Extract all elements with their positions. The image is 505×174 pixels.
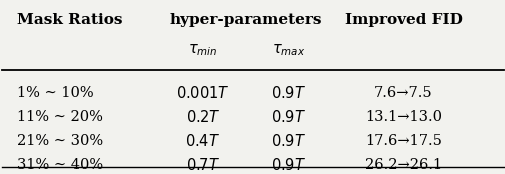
Text: $0.7T$: $0.7T$ (185, 157, 219, 173)
Text: $0.9T$: $0.9T$ (270, 157, 305, 173)
Text: 31% ∼ 40%: 31% ∼ 40% (17, 158, 103, 172)
Text: $0.2T$: $0.2T$ (185, 109, 220, 125)
Text: $\tau_{max}$: $\tau_{max}$ (271, 43, 304, 58)
Text: 11% ∼ 20%: 11% ∼ 20% (17, 110, 103, 124)
Text: $0.001T$: $0.001T$ (176, 85, 229, 101)
Text: 13.1→13.0: 13.1→13.0 (364, 110, 441, 124)
Text: 1% ∼ 10%: 1% ∼ 10% (17, 86, 93, 100)
Text: Mask Ratios: Mask Ratios (17, 13, 122, 27)
Text: hyper-parameters: hyper-parameters (169, 13, 321, 27)
Text: 21% ∼ 30%: 21% ∼ 30% (17, 134, 103, 148)
Text: $0.4T$: $0.4T$ (185, 133, 220, 149)
Text: 26.2→26.1: 26.2→26.1 (364, 158, 441, 172)
Text: 7.6→7.5: 7.6→7.5 (374, 86, 432, 100)
Text: $0.9T$: $0.9T$ (270, 133, 305, 149)
Text: $0.9T$: $0.9T$ (270, 85, 305, 101)
Text: $0.9T$: $0.9T$ (270, 109, 305, 125)
Text: Improved FID: Improved FID (344, 13, 462, 27)
Text: 17.6→17.5: 17.6→17.5 (365, 134, 441, 148)
Text: $\tau_{min}$: $\tau_{min}$ (188, 43, 217, 58)
